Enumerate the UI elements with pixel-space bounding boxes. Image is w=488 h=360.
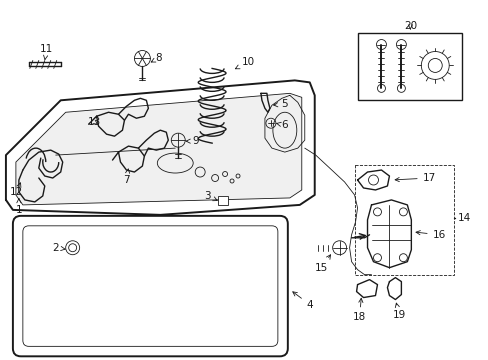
Text: 14: 14 xyxy=(457,213,470,223)
Text: 20: 20 xyxy=(403,21,416,31)
Text: 12: 12 xyxy=(10,183,23,197)
Text: 4: 4 xyxy=(292,292,312,310)
Text: 1: 1 xyxy=(16,199,22,215)
Text: 15: 15 xyxy=(314,255,330,273)
Bar xyxy=(357,32,461,100)
Text: 6: 6 xyxy=(275,120,287,130)
Text: 2: 2 xyxy=(52,243,65,253)
Text: 16: 16 xyxy=(415,230,445,240)
Text: 5: 5 xyxy=(273,99,287,109)
Text: 7: 7 xyxy=(123,169,129,185)
Text: 18: 18 xyxy=(352,298,366,323)
Text: 10: 10 xyxy=(235,58,254,69)
Text: 17: 17 xyxy=(394,173,435,183)
Text: 3: 3 xyxy=(203,191,217,201)
Text: 19: 19 xyxy=(392,303,405,320)
Text: 8: 8 xyxy=(151,54,162,63)
Polygon shape xyxy=(16,93,301,205)
Bar xyxy=(218,196,227,205)
Text: 9: 9 xyxy=(186,136,199,146)
Text: 13: 13 xyxy=(88,117,101,127)
Text: 11: 11 xyxy=(40,44,53,60)
Bar xyxy=(354,165,453,275)
